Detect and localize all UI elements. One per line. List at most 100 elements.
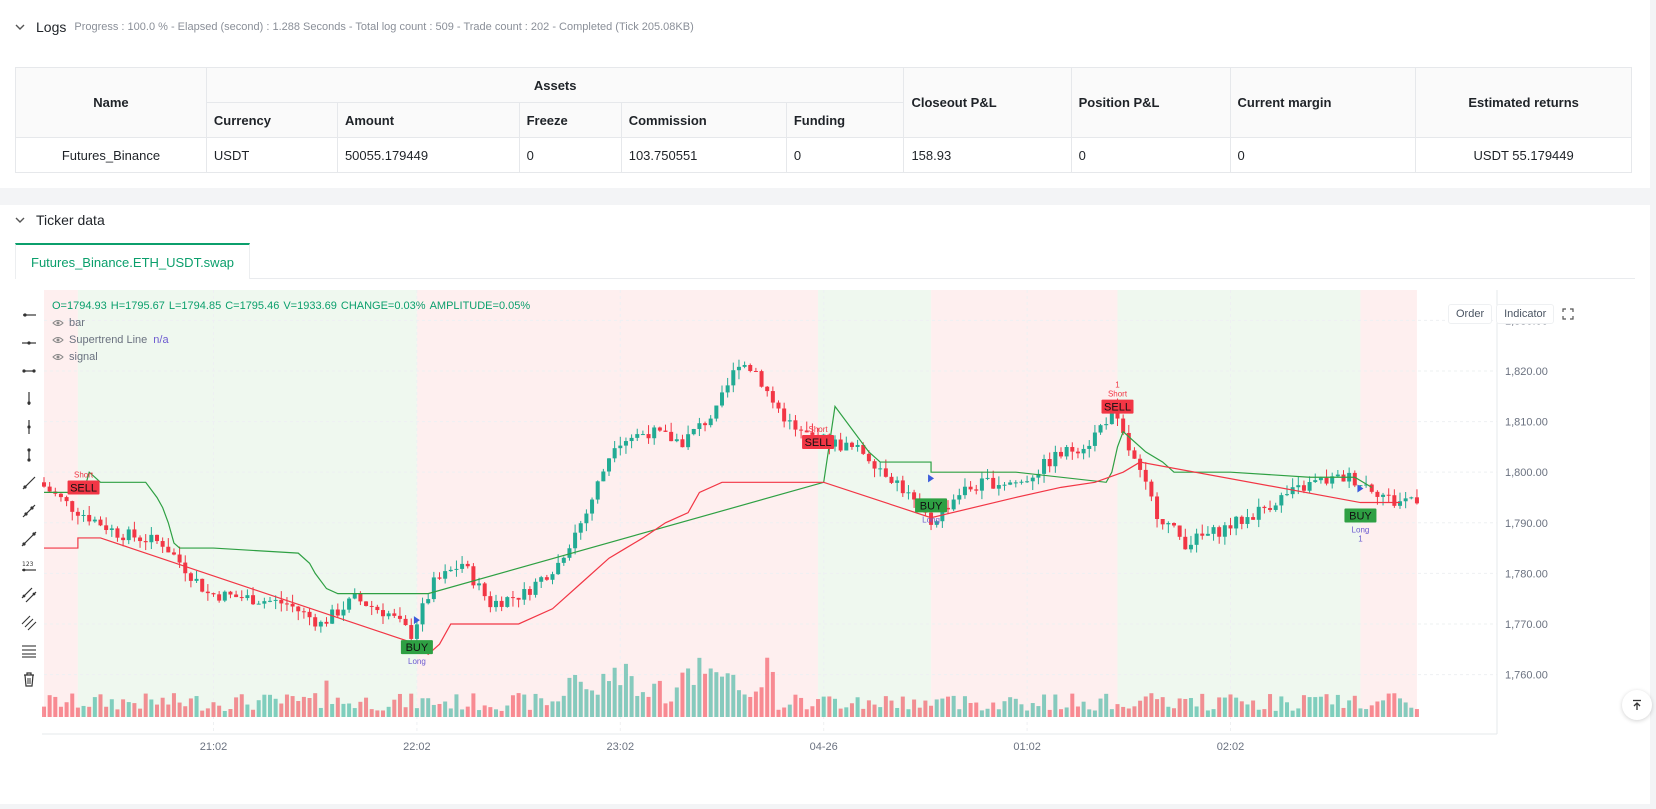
volume-bar — [296, 701, 301, 717]
drawing-toolbar: 123 — [18, 304, 40, 696]
candle-body — [1008, 482, 1013, 485]
candle-body — [143, 541, 148, 543]
vertical-segment-icon[interactable] — [18, 444, 40, 466]
candle-body — [703, 423, 708, 426]
candle-body — [1098, 425, 1103, 433]
candle-body — [58, 493, 63, 498]
candle-body — [607, 458, 611, 472]
volume-bar — [533, 693, 538, 717]
volume-bar — [1098, 698, 1103, 717]
trend-line-icon[interactable] — [18, 472, 40, 494]
volume-bar — [595, 694, 600, 717]
candle-body — [392, 613, 397, 616]
candle-body — [431, 577, 436, 600]
candle-body — [477, 583, 482, 586]
volume-bar — [573, 674, 578, 717]
parallel-channel-icon[interactable] — [18, 584, 40, 606]
volume-bar — [1008, 697, 1013, 717]
logs-header[interactable]: Logs Progress : 100.0 % - Elapsed (secon… — [14, 19, 694, 35]
fullscreen-icon[interactable] — [1558, 304, 1578, 324]
candle-body — [708, 418, 713, 426]
candle-body — [1205, 533, 1210, 536]
col-position: Position P&L — [1070, 67, 1231, 138]
legend-item-signal[interactable]: signal — [52, 351, 534, 363]
candle-body — [1042, 458, 1047, 474]
vertical-line-icon[interactable] — [18, 416, 40, 438]
volume-bar — [996, 709, 1001, 717]
volume-bar — [42, 706, 46, 717]
eye-icon[interactable] — [52, 336, 64, 344]
delete-icon[interactable] — [18, 668, 40, 690]
volume-bar — [861, 708, 866, 717]
volume-bar — [912, 699, 917, 717]
candle-body — [313, 617, 318, 627]
candle-body — [1200, 533, 1205, 536]
signal-sublabel: Long — [922, 515, 940, 524]
volume-bar — [731, 674, 736, 717]
candle-body — [126, 529, 131, 541]
amplitude-value: AMPLITUDE=0.05% — [429, 300, 531, 312]
volume-bar — [1126, 708, 1131, 717]
candle-body — [691, 428, 696, 435]
extended-line-icon[interactable] — [18, 528, 40, 550]
candle-body — [200, 578, 205, 592]
ticker-header[interactable]: Ticker data — [14, 212, 105, 228]
scroll-to-top-button[interactable] — [1622, 690, 1652, 720]
volume-bar — [1245, 704, 1250, 717]
vertical-ray-icon[interactable] — [18, 388, 40, 410]
volume-bar — [804, 709, 809, 717]
volume-bar — [188, 698, 193, 717]
candle-body — [782, 408, 787, 422]
candle-body — [364, 601, 369, 606]
tab-eth-usdt-swap[interactable]: Futures_Binance.ETH_USDT.swap — [15, 243, 251, 279]
chevron-down-icon[interactable] — [14, 214, 26, 226]
chevron-down-icon[interactable] — [14, 21, 26, 33]
price-label-icon[interactable]: 123 — [18, 556, 40, 578]
eye-icon[interactable] — [52, 353, 64, 361]
candle-body — [1403, 498, 1408, 502]
candle-body — [663, 430, 668, 432]
horizontal-segment-icon[interactable] — [18, 360, 40, 382]
volume-bar — [1330, 704, 1335, 717]
legend-item-bar[interactable]: bar — [52, 317, 534, 329]
legend-label-bar: bar — [69, 317, 85, 329]
volume-bar — [1335, 694, 1340, 717]
candle-body — [1172, 523, 1176, 526]
candle-body — [652, 427, 657, 439]
candle-body — [1047, 458, 1052, 467]
order-button[interactable]: Order — [1448, 304, 1493, 324]
high-value: H=1795.67 — [110, 300, 165, 312]
volume-bar — [217, 705, 222, 717]
candle-body — [403, 618, 408, 626]
candlestick-chart[interactable]: 1,830.001,820.001,810.001,800.001,790.00… — [0, 290, 1650, 804]
candle-body — [1081, 448, 1086, 454]
volume-value: V=1933.69 — [283, 300, 337, 312]
eye-icon[interactable] — [52, 319, 64, 327]
candle-body — [138, 537, 143, 542]
volume-bar — [505, 705, 510, 717]
candle-body — [629, 437, 634, 442]
cell-returns: USDT 55.179449 — [1415, 137, 1632, 173]
volume-bar — [1013, 698, 1018, 717]
legend-item-supertrend[interactable]: Supertrend Line n/a — [52, 334, 534, 346]
chart-area[interactable]: 1,830.001,820.001,810.001,800.001,790.00… — [0, 290, 1652, 804]
candle-body — [849, 442, 854, 447]
volume-bar — [132, 703, 137, 717]
indicator-button[interactable]: Indicator — [1496, 304, 1555, 324]
candle-body — [177, 554, 182, 563]
candle-body — [1030, 477, 1035, 482]
volume-bar — [1087, 709, 1092, 717]
volume-bar — [946, 696, 950, 717]
fib-channel-icon[interactable] — [18, 612, 40, 634]
horizontal-line-icon[interactable] — [18, 332, 40, 354]
signal-label-box — [1101, 399, 1134, 414]
volume-bar — [623, 663, 628, 717]
volume-bar — [991, 702, 996, 717]
volume-bar — [1109, 709, 1114, 717]
candle-body — [765, 386, 770, 392]
volume-bar — [1149, 693, 1154, 717]
ray-line-icon[interactable] — [18, 500, 40, 522]
candle-body — [1126, 432, 1131, 451]
fib-retracement-icon[interactable] — [18, 640, 40, 662]
horizontal-ray-icon[interactable] — [18, 304, 40, 326]
